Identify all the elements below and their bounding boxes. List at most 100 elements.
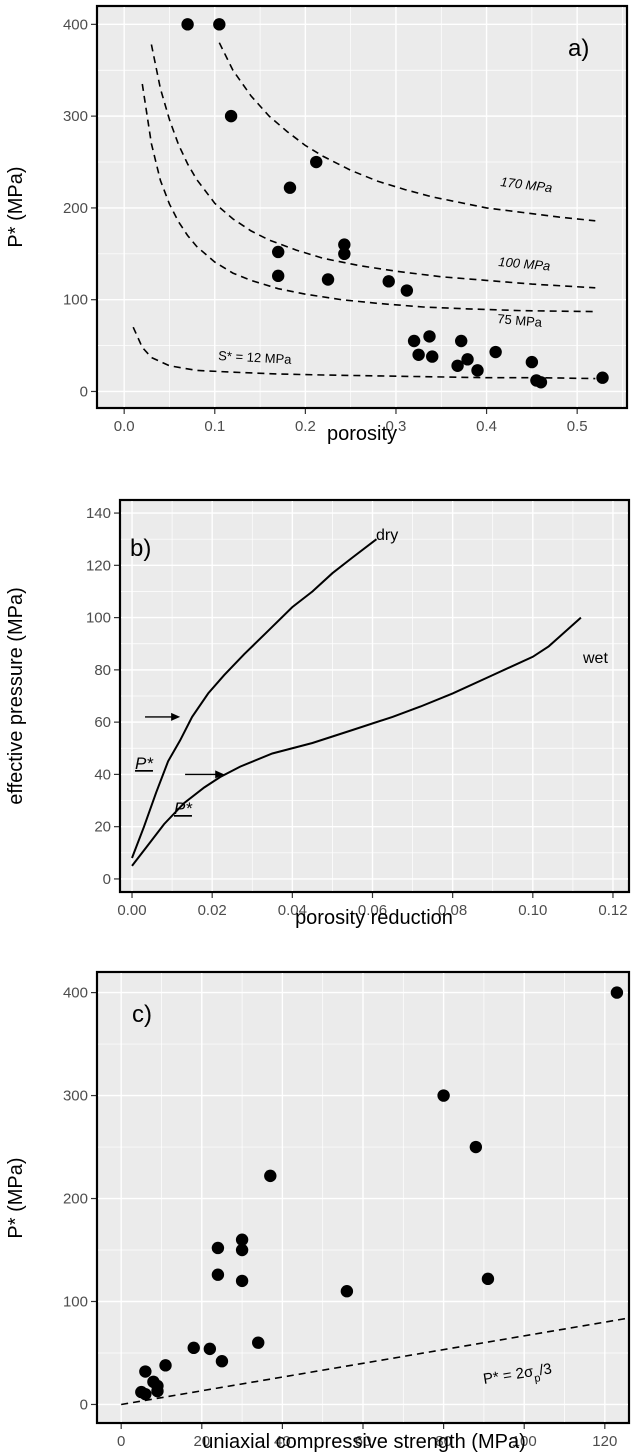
y-tick-label: 20 bbox=[94, 819, 111, 836]
x-tick-label: 40 bbox=[274, 1433, 291, 1450]
dashed-curve-2 bbox=[141, 83, 596, 313]
panel-a-curves bbox=[132, 42, 596, 380]
data-point bbox=[211, 1268, 225, 1281]
data-point bbox=[139, 1365, 152, 1378]
panel-c-label: c) bbox=[132, 1001, 152, 1028]
data-point bbox=[139, 1387, 152, 1401]
x-tick-label: 0.06 bbox=[358, 902, 387, 919]
dashed-line-0 bbox=[121, 1317, 626, 1406]
curve-label-75: 75 MPa bbox=[497, 311, 544, 330]
data-point bbox=[610, 986, 624, 999]
x-tick-label: 80 bbox=[435, 1433, 452, 1450]
data-point bbox=[461, 353, 474, 366]
data-point bbox=[224, 109, 238, 123]
y-tick-label: 400 bbox=[63, 16, 88, 33]
panel-b-lines bbox=[131, 538, 582, 867]
x-tick-label: 0.02 bbox=[198, 902, 227, 919]
panel-a-plot-area bbox=[95, 4, 629, 410]
panel-b-y-axis-label: effective pressure (MPa) bbox=[5, 587, 27, 805]
data-point bbox=[235, 1233, 249, 1246]
curve-label-s12: S* = 12 MPa bbox=[218, 348, 293, 367]
data-point bbox=[203, 1342, 217, 1356]
data-point bbox=[159, 1359, 172, 1372]
data-point bbox=[235, 1243, 249, 1257]
x-tick-label: 100 bbox=[512, 1433, 537, 1450]
panel-a-x-axis-label: porosity bbox=[327, 423, 397, 445]
panel-c-x-ticks: 0 20 40 60 80 100 120 bbox=[117, 1424, 617, 1450]
eq-sub: p bbox=[533, 1372, 541, 1385]
pstar-label-dry: P* bbox=[135, 754, 154, 773]
panel-a: 0.0 0.1 0.2 0.3 0.4 0.5 0 100 200 300 400 a) 170 … bbox=[5, 4, 629, 445]
x-tick-label: 0.2 bbox=[295, 418, 316, 435]
panel-c-points bbox=[135, 986, 624, 1401]
x-tick-label: 0.5 bbox=[567, 418, 588, 435]
x-tick-label: 0.00 bbox=[117, 902, 146, 919]
data-point bbox=[471, 364, 484, 377]
data-point bbox=[310, 155, 323, 169]
panel-a-y-ticks: 0 100 200 300 400 bbox=[63, 16, 96, 400]
y-tick-label: 40 bbox=[94, 766, 111, 783]
panel-a-grid bbox=[98, 7, 626, 407]
data-point bbox=[534, 376, 548, 389]
panel-b-arrows bbox=[145, 712, 225, 779]
series-label-dry: dry bbox=[376, 527, 398, 544]
x-tick-label: 0 bbox=[117, 1433, 125, 1450]
data-point bbox=[451, 359, 464, 372]
panel-b-x-ticks: 0.00 0.02 0.04 0.06 0.08 0.10 0.12 bbox=[117, 893, 628, 919]
y-tick-label: 60 bbox=[94, 714, 111, 731]
data-point bbox=[426, 350, 439, 363]
x-tick-label: 0.08 bbox=[438, 902, 467, 919]
dashed-curve-3 bbox=[132, 326, 596, 380]
series-line-dry bbox=[131, 538, 378, 859]
panel-b-y-ticks: 0 20 40 60 80 100 120 140 bbox=[86, 505, 119, 888]
data-point bbox=[213, 18, 226, 31]
y-tick-label: 0 bbox=[80, 383, 88, 400]
data-point bbox=[400, 284, 414, 297]
y-tick-label: 400 bbox=[63, 985, 88, 1002]
panel-a-x-ticks: 0.0 0.1 0.2 0.3 0.4 0.5 bbox=[114, 409, 588, 435]
x-tick-label: 0.1 bbox=[204, 418, 225, 435]
y-tick-label: 100 bbox=[63, 292, 88, 309]
data-point bbox=[215, 1355, 229, 1368]
curve-label-100: 100 MPa bbox=[498, 254, 551, 273]
x-tick-label: 0.0 bbox=[114, 418, 135, 435]
x-tick-label: 0.04 bbox=[278, 902, 307, 919]
y-tick-label: 200 bbox=[63, 200, 88, 217]
data-point bbox=[271, 245, 285, 259]
data-point bbox=[525, 355, 539, 369]
curve-label-170: 170 MPa bbox=[500, 174, 553, 195]
x-tick-label: 0.4 bbox=[476, 418, 497, 435]
data-point bbox=[187, 1341, 200, 1355]
y-tick-label: 300 bbox=[63, 1088, 88, 1105]
pstar-arrow-head bbox=[171, 712, 181, 721]
data-point bbox=[340, 1285, 354, 1298]
y-tick-label: 140 bbox=[86, 505, 111, 522]
data-point bbox=[596, 371, 609, 384]
panel-b-x-axis-label: porosity reduction bbox=[295, 907, 453, 929]
y-tick-label: 0 bbox=[103, 871, 111, 888]
data-point bbox=[252, 1336, 265, 1349]
panel-c-grid bbox=[98, 973, 628, 1422]
x-tick-label: 0.3 bbox=[386, 418, 407, 435]
data-point bbox=[321, 273, 335, 286]
x-tick-label: 60 bbox=[355, 1433, 372, 1450]
y-tick-label: 200 bbox=[63, 1191, 88, 1208]
panel-c-curves bbox=[121, 1317, 626, 1406]
data-point bbox=[338, 238, 351, 251]
y-tick-label: 0 bbox=[80, 1396, 88, 1413]
pstar-label-wet: P* bbox=[174, 799, 193, 818]
data-point bbox=[181, 18, 194, 31]
data-point bbox=[407, 334, 421, 348]
data-point bbox=[151, 1384, 164, 1398]
data-point bbox=[469, 1140, 483, 1154]
series-label-wet: wet bbox=[582, 650, 608, 667]
panel-c-x-axis-label: uniaxial compressive strength (MPa) bbox=[202, 1431, 525, 1453]
y-tick-label: 300 bbox=[63, 108, 88, 125]
panel-b-label: b) bbox=[130, 535, 151, 562]
panel-b: 0.00 0.02 0.04 0.06 0.08 0.10 0.12 0 20 40 60 80 10… bbox=[5, 498, 631, 929]
x-tick-label: 0.12 bbox=[598, 902, 627, 919]
y-tick-label: 100 bbox=[86, 610, 111, 627]
x-tick-label: 20 bbox=[193, 1433, 210, 1450]
